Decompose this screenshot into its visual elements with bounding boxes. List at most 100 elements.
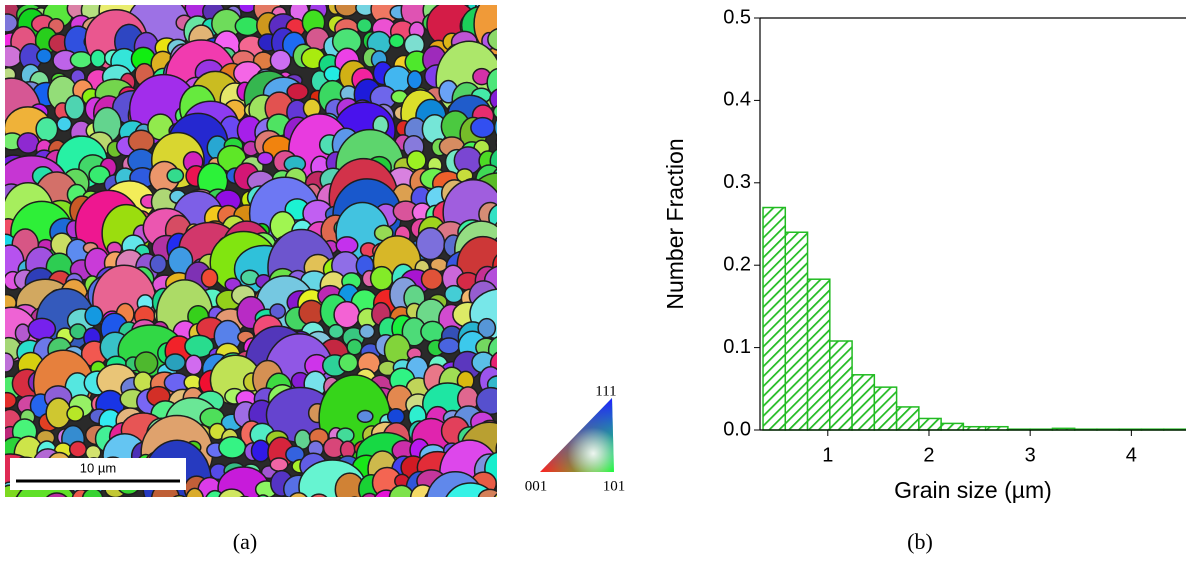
- ipf-label: 001: [525, 478, 548, 494]
- grain: [499, 474, 517, 496]
- y-tick-label: 0.1: [723, 336, 751, 358]
- bar: [829, 340, 853, 431]
- grain: [426, 470, 485, 497]
- grain: [141, 496, 147, 497]
- grain: [323, 65, 342, 83]
- grain: [69, 51, 93, 69]
- grain: [184, 354, 203, 376]
- grain: [489, 88, 497, 111]
- grain: [256, 151, 274, 166]
- grain: [269, 457, 289, 472]
- grain: [493, 117, 497, 138]
- grain: [218, 488, 246, 497]
- grain: [289, 492, 308, 497]
- grain: [501, 407, 515, 420]
- grain: [338, 352, 359, 373]
- grain: [388, 33, 405, 49]
- grain: [16, 132, 40, 154]
- caption: (a): [233, 529, 257, 554]
- grain: [88, 165, 111, 185]
- grain: [361, 492, 378, 497]
- grain: [475, 386, 497, 415]
- x-tick-label: 1: [822, 444, 833, 466]
- grain: [200, 268, 219, 288]
- grain: [356, 409, 374, 424]
- grain: [149, 254, 168, 274]
- grain: [486, 67, 497, 98]
- bar: [873, 386, 898, 431]
- grain: [346, 338, 363, 356]
- grain: [250, 439, 271, 463]
- grain: [185, 487, 204, 497]
- grain: [310, 493, 328, 497]
- grain: [106, 496, 115, 497]
- x-tick-label: 2: [923, 444, 934, 466]
- ipf-label: 101: [603, 478, 626, 494]
- grain: [257, 494, 269, 497]
- grain: [500, 395, 514, 410]
- scale-bar-label: 10 µm: [80, 460, 116, 475]
- grain: [492, 105, 497, 119]
- grain: [269, 49, 292, 72]
- grain: [45, 492, 68, 497]
- grain: [493, 221, 497, 239]
- grain: [358, 323, 376, 340]
- grain: [327, 323, 345, 340]
- grain: [5, 45, 23, 68]
- y-tick-label: 0.2: [723, 253, 751, 275]
- grain: [121, 495, 133, 497]
- grain: [84, 305, 104, 327]
- grain: [27, 317, 57, 341]
- grain: [239, 495, 250, 497]
- grain: [415, 227, 446, 261]
- grain: [495, 60, 497, 70]
- bar: [806, 278, 831, 431]
- grain: [89, 49, 107, 68]
- grain: [437, 337, 461, 355]
- grain: [5, 391, 17, 410]
- grain: [334, 5, 359, 17]
- grain: [238, 5, 257, 14]
- bar: [851, 374, 876, 431]
- grain: [166, 167, 185, 184]
- grain: [234, 16, 261, 37]
- grain: [134, 351, 159, 376]
- scale-bar-box: [10, 458, 186, 490]
- y-tick-label: 0.0: [723, 418, 751, 440]
- grain: [406, 70, 423, 90]
- grain: [172, 494, 187, 497]
- x-tick-label: 4: [1126, 444, 1137, 466]
- grain: [5, 13, 19, 33]
- grain: [325, 499, 340, 517]
- ipf-label: 111: [595, 383, 616, 399]
- ebsd-map: [5, 5, 517, 517]
- bar: [784, 231, 809, 431]
- grain: [420, 268, 444, 291]
- x-tick-label: 3: [1025, 444, 1036, 466]
- grain: [66, 405, 85, 422]
- grain: [487, 28, 497, 51]
- bar: [918, 417, 942, 431]
- grain: [477, 488, 497, 497]
- grain: [81, 487, 104, 497]
- grain: [218, 436, 247, 459]
- grain: [68, 440, 88, 458]
- grain: [351, 496, 358, 497]
- bar: [762, 206, 787, 431]
- grain: [36, 48, 53, 64]
- grain: [164, 353, 186, 372]
- grain: [35, 116, 59, 142]
- y-axis-label: Number Fraction: [662, 138, 688, 309]
- grain: [420, 320, 445, 343]
- grain: [64, 94, 86, 121]
- bar: [895, 406, 920, 431]
- grain: [333, 300, 361, 329]
- y-tick-label: 0.4: [723, 89, 751, 111]
- x-axis-label: Grain size (µm): [894, 477, 1052, 503]
- grain: [406, 150, 427, 171]
- grain: [56, 116, 73, 132]
- y-tick-label: 0.3: [723, 171, 751, 193]
- grain: [493, 493, 497, 497]
- grain: [470, 116, 496, 139]
